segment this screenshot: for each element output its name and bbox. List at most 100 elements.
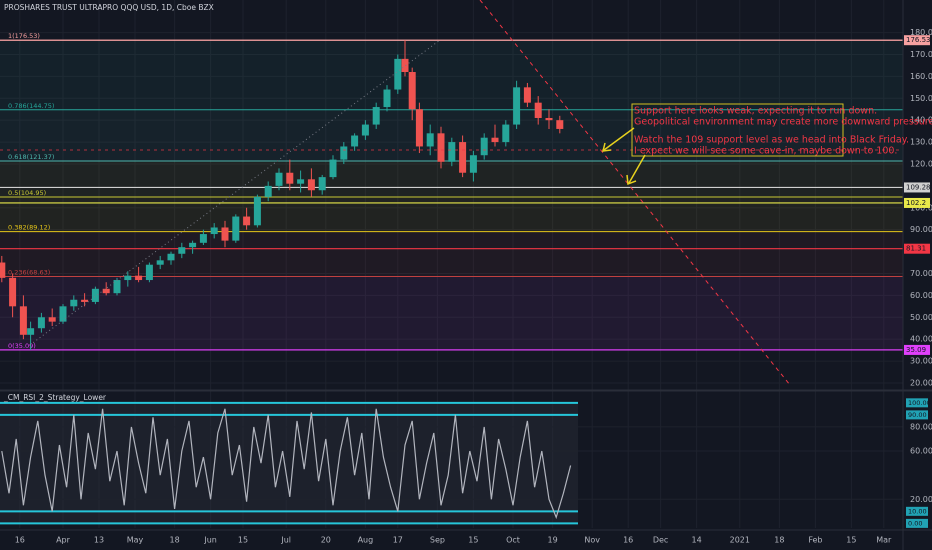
y-tick-label: 130.00 [910,138,932,147]
fib-label: 0.618(121.37) [8,153,54,161]
price-tag [904,243,930,254]
fib-band [0,196,903,232]
candle-body [372,107,380,125]
level-tag-label: 10.00 [908,507,927,515]
level-tag-label: 0.00 [908,519,922,527]
y-tick-label: 170.00 [910,50,932,59]
candle-body [135,275,143,281]
rsi-line [1,408,572,520]
x-tick-label: 13 [94,536,104,545]
y-tick-label: 160.00 [910,72,932,81]
x-tick-label: 19 [548,536,558,545]
candle-body [545,117,553,121]
candle-body [37,317,45,329]
x-tick-label: Nov [584,536,600,545]
y-tick-label: 20.00 [910,495,932,504]
price-tag [904,182,930,193]
x-tick-label: Oct [506,536,520,545]
candle-body [70,299,78,307]
candle-body [145,264,153,281]
x-tick-label: Dec [653,536,668,545]
level-tag-label: 100.00 [908,399,931,407]
price-tag [904,197,930,208]
candle-body [9,277,17,307]
fib-label: 0.382(89.12) [8,224,50,232]
y-tick-label: 80.00 [910,422,932,431]
candle-body [307,179,315,191]
candle-body [534,102,542,118]
annotation-text: I expect we will see some cave-in, maybe… [634,146,897,157]
x-tick-label: Sep [430,536,445,545]
candle-body [232,216,240,241]
candle-body [361,124,369,136]
price-tag-label: 102.2 [906,199,926,207]
x-tick-label: Mar [876,536,892,545]
fib-band [0,160,903,197]
y-tick-label: 60.00 [910,447,932,456]
candle-body [383,89,391,108]
candle-body [102,288,110,294]
y-tick-label: 50.00 [910,313,932,322]
candle-body [340,146,348,160]
candle-body [491,137,499,143]
candle-body [437,133,445,162]
level-tag [906,518,928,528]
candle-body [556,120,564,129]
candle-body [469,155,477,173]
fib-label: 1(176.53) [8,32,40,40]
candle-body [167,253,175,261]
rsi-background [0,402,578,524]
candle-body [210,227,218,235]
fib-label: 0.786(144.75) [8,102,54,110]
x-tick-label: May [127,536,144,545]
candle-body [81,299,89,302]
x-tick-label: Jun [203,536,217,545]
x-tick-label: 16 [15,536,25,545]
candle-body [297,179,305,184]
price-tag-label: 35.09 [906,346,926,354]
x-tick-label: 2021 [730,536,750,545]
level-tag [906,410,928,420]
candle-body [189,242,197,248]
x-tick-label: 17 [393,536,403,545]
candle-body [513,87,521,125]
y-tick-label: 70.00 [910,269,932,278]
y-tick-label: 60.00 [910,291,932,300]
price-tag [904,35,930,46]
candle-body [408,72,416,110]
x-tick-label: 18 [774,536,784,545]
candle-body [113,280,121,294]
candle-body [221,227,229,241]
x-tick-label: 16 [623,536,633,545]
annotation-text: Geopolitical environment may create more… [634,117,932,128]
candle-body [275,172,283,186]
candle-body [318,177,326,191]
x-tick-label: 14 [692,536,702,545]
arrow-head [626,174,637,186]
candle-body [401,58,409,73]
rsi-pane: 20.00 60.00 80.00 100.00 90.00 10.00 0.00 [0,398,932,528]
y-tick-label: 180.00 [910,28,932,37]
candle-body [59,306,67,322]
x-tick-label: 15 [468,536,478,545]
y-tick-label: 140.00 [910,116,932,125]
candle-body [19,306,27,335]
x-tick-label: 15 [238,536,248,545]
price-tag-label: 81.31 [906,245,926,253]
candle-body [0,262,6,278]
x-tick-label: 18 [170,536,180,545]
candle-body [264,185,272,197]
annotation-text: Support here looks weak, expecting it to… [634,106,877,117]
candle-body [124,275,132,281]
candle-body [253,196,261,226]
y-tick-label: 20.00 [910,378,932,387]
candle-body [286,172,294,184]
candle-body [351,135,359,147]
x-tick-label: Jul [280,536,291,545]
candle-body [459,142,467,173]
y-tick-label: 40.00 [910,335,932,344]
arrow [603,127,635,151]
x-tick-label: Apr [56,536,71,545]
